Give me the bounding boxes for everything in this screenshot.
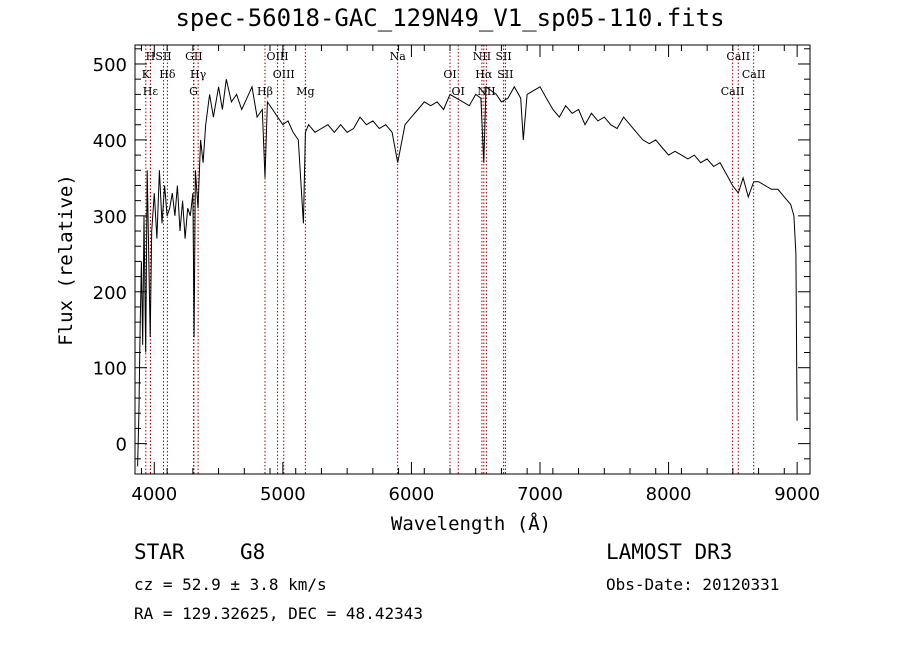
y-tick-label: 300 [93, 207, 127, 228]
line-label: Hα [475, 68, 493, 81]
x-tick-label: 9000 [774, 484, 820, 505]
line-label: OIII [267, 50, 289, 63]
line-label: NII [473, 50, 491, 63]
line-label: NII [477, 85, 495, 98]
x-tick-label: 7000 [517, 484, 563, 505]
line-label: SII [495, 50, 511, 63]
x-axis-ticks: 4000 5000 6000 7000 8000 9000 [131, 45, 820, 505]
line-label: Hε [143, 85, 159, 98]
x-tick-label: 8000 [646, 484, 692, 505]
line-label: CaII [726, 50, 750, 63]
observation-date: Obs-Date: 20120331 [606, 575, 780, 594]
object-subclass: G8 [240, 540, 266, 564]
spectrum-line [137, 79, 798, 467]
y-tick-label: 500 [93, 55, 127, 76]
line-label: Mg [296, 85, 314, 98]
coordinates: RA = 129.32625, DEC = 48.42343 [134, 604, 423, 623]
line-label: H [146, 50, 156, 63]
line-label: SII [497, 68, 513, 81]
line-label: G [189, 85, 198, 98]
line-label: CaII [742, 68, 766, 81]
line-label: OI [443, 68, 456, 81]
line-label: Hβ [257, 85, 273, 98]
line-label: CaII [721, 85, 745, 98]
y-tick-label: 0 [116, 435, 127, 456]
redshift-velocity: cz = 52.9 ± 3.8 km/s [134, 575, 327, 594]
chart-title: spec-56018-GAC_129N49_V1_sp05-110.fits [175, 4, 725, 32]
line-label: OIII [273, 68, 295, 81]
line-label: Na [390, 50, 407, 63]
y-axis-label: Flux (relative) [55, 174, 77, 346]
emission-line-markers [145, 45, 755, 474]
line-label: GII [185, 50, 202, 63]
line-label: Hδ [159, 68, 176, 81]
line-label: OI [452, 85, 465, 98]
line-label: Hγ [190, 68, 207, 81]
object-class: STAR [134, 540, 185, 564]
x-axis-label: Wavelength (Å) [391, 512, 551, 535]
line-label: K [142, 68, 151, 81]
y-tick-label: 100 [93, 359, 127, 380]
line-label: SII [155, 50, 171, 63]
y-axis-ticks: 0 100 200 300 400 500 [93, 48, 810, 475]
x-tick-label: 4000 [131, 484, 177, 505]
y-tick-label: 200 [93, 283, 127, 304]
x-tick-label: 5000 [260, 484, 306, 505]
survey-name: LAMOST DR3 [606, 540, 733, 564]
y-tick-label: 400 [93, 131, 127, 152]
plot-frame [134, 44, 811, 475]
x-tick-label: 6000 [389, 484, 435, 505]
emission-line-labels: HKHεSIIHδGGIIHγHβOIIIOIIIMgNaOIOINIIHαNI… [142, 50, 766, 98]
